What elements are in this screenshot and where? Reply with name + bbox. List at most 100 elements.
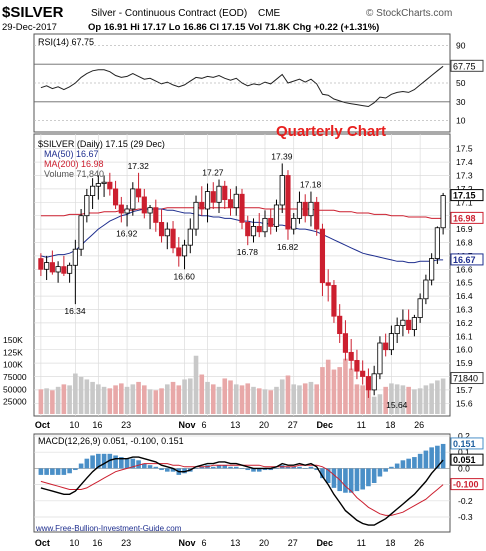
volume-bar: [159, 388, 164, 414]
price-tick-label: 15.9: [456, 358, 473, 368]
volume-bar: [101, 386, 107, 414]
candle-body: [262, 217, 268, 233]
candle-body: [250, 226, 257, 237]
x-axis-label: 27: [288, 420, 298, 430]
candle-body: [55, 266, 61, 273]
candle-body: [337, 315, 343, 335]
price-tick-label: 17.1: [456, 197, 473, 207]
candle-body: [314, 201, 320, 230]
x-axis-label: Oct: [35, 420, 50, 430]
candle-body: [308, 201, 314, 217]
macd-histogram-bar: [360, 468, 365, 490]
macd-histogram-bar: [159, 468, 164, 471]
candle-body: [331, 284, 337, 317]
volume-bar: [435, 380, 440, 414]
candle-body: [273, 204, 280, 227]
candle-body: [365, 376, 372, 391]
macd-histogram-bar: [153, 466, 159, 469]
volume-bar: [44, 388, 49, 414]
volume-bar: [377, 394, 383, 414]
price-annotation: 17.18: [300, 180, 322, 190]
candle-body: [124, 208, 130, 214]
volume-bar: [78, 376, 84, 414]
volume-bar: [147, 389, 153, 414]
macd-histogram-bar: [348, 468, 354, 493]
macd-histogram-bar: [245, 468, 251, 471]
volume-bar: [193, 355, 199, 414]
candle-body: [153, 207, 159, 223]
macd-label: MACD(12,26,9) 0.051, -0.100, 0.151: [38, 436, 184, 446]
macd-histogram-bar: [400, 460, 406, 469]
x-axis-label: 16: [92, 538, 102, 548]
macd-histogram-bar: [90, 455, 95, 469]
volume-bar: [423, 385, 429, 414]
candle-body: [141, 196, 147, 214]
rsi-tick-label: 90: [456, 40, 466, 50]
volume-bar: [61, 384, 67, 414]
macd-histogram-bar: [308, 466, 314, 469]
price-tick-label: 16.2: [456, 318, 473, 328]
candle-body: [49, 262, 55, 273]
macd-histogram-bar: [96, 453, 101, 469]
volume-bar: [285, 375, 291, 414]
macd-histogram-bar: [164, 468, 170, 472]
candle-body: [348, 351, 354, 361]
macd-histogram-bar: [291, 466, 297, 469]
volume-bar: [291, 384, 297, 414]
volume-tick-label: 100K: [3, 360, 23, 370]
macd-histogram-bar: [199, 466, 205, 469]
macd-histogram-bar: [136, 460, 141, 469]
macd-line: [40, 456, 444, 526]
candle-body: [429, 258, 435, 281]
volume-bar: [308, 381, 314, 414]
price-tick-label: 15.6: [456, 398, 473, 408]
candle-body: [118, 204, 124, 214]
watermark: © StockCharts.com: [366, 8, 452, 19]
candle-body: [78, 215, 84, 250]
volume-bar: [84, 379, 90, 414]
candle-body: [417, 298, 423, 318]
macd-histogram-bar: [170, 468, 176, 472]
macd-histogram-bar: [119, 457, 124, 469]
volume-bar: [55, 386, 61, 414]
volume-bar: [268, 390, 274, 414]
macd-histogram-bar: [44, 468, 49, 475]
candle-body: [411, 317, 417, 331]
candle-body: [383, 342, 389, 351]
volume-bar: [279, 379, 285, 414]
volume-tick-label: 150K: [3, 335, 23, 345]
candle-body: [440, 195, 446, 229]
volume-tag-box: [450, 372, 484, 385]
macd-histogram-bar: [67, 468, 72, 474]
x-axis-label: 13: [230, 420, 240, 430]
volume-bar: [256, 388, 262, 414]
volume-bar: [337, 367, 342, 414]
macd-histogram-bar: [325, 468, 331, 483]
volume-bar: [320, 367, 325, 414]
x-axis-label: 6: [202, 538, 207, 548]
x-axis-label: 11: [357, 420, 366, 430]
candle-body: [377, 342, 383, 375]
macd-histogram-bar: [354, 468, 360, 492]
volume-bar: [383, 386, 388, 414]
volume-bar: [199, 374, 205, 414]
price-panel: 150K 125K 100K 75000 50000 25000 17.5 17.4 17.3…: [3, 123, 484, 417]
footer-url: www.Free-Bullion-Investment-Guide.com: [35, 524, 182, 533]
candle-body: [268, 217, 274, 227]
macd-tag-label: 0.151: [453, 439, 476, 449]
macd-histogram-bar: [429, 447, 434, 469]
macd-tick-label: 0.1: [458, 447, 470, 457]
macd-histogram-bar: [216, 465, 222, 469]
volume-bar: [314, 384, 320, 414]
candle-body: [233, 193, 239, 209]
candle-body: [38, 258, 44, 270]
volume-bar: [297, 385, 302, 414]
volume-bar: [394, 384, 400, 414]
price-tag-box: [450, 211, 484, 224]
macd-histogram-bar: [130, 458, 136, 469]
macd-histogram-bar: [210, 466, 216, 469]
macd-histogram-bar: [389, 466, 394, 469]
candle-body: [216, 185, 222, 203]
volume-bar: [50, 390, 55, 414]
price-tick-label: 17.3: [456, 171, 473, 181]
